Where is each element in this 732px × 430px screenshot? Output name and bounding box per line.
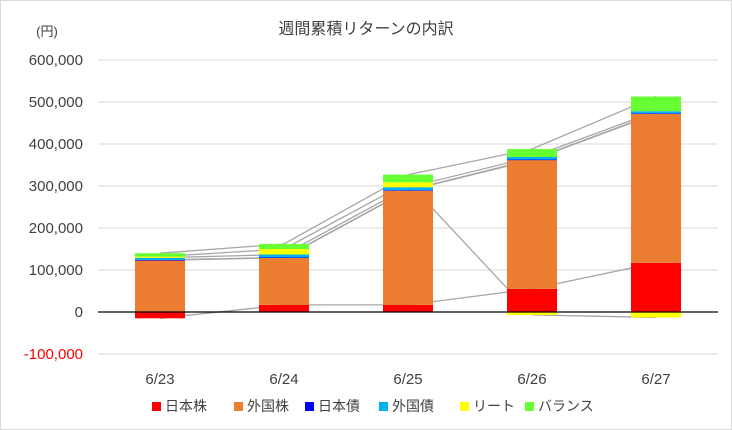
legend-label: 外国株 [247, 398, 289, 414]
y-tick-label: -100,000 [24, 346, 83, 363]
bar-segment [507, 159, 557, 289]
bar-segment [135, 256, 185, 258]
bar-segment [507, 288, 557, 312]
y-axis-ticks: 600,000 500,000 400,000 300,000 200,000 100,0… [24, 52, 83, 363]
bar-segment [259, 257, 309, 305]
bar-segment [383, 304, 433, 312]
legend-item: リート [460, 398, 515, 414]
legend: 日本株 外国株 日本債 外国債 リート バランス [152, 398, 594, 414]
legend-label: バランス [538, 398, 594, 414]
bar-segment [259, 304, 309, 312]
legend-item: 日本債 [305, 398, 360, 414]
bar-segment [507, 159, 557, 161]
bar-segment [135, 257, 185, 260]
bar-segment [135, 260, 185, 312]
bar-segment [259, 249, 309, 255]
legend-swatch [234, 402, 243, 411]
bar-segment [383, 182, 433, 188]
bar-segment [259, 254, 309, 258]
legend-item: 外国債 [379, 398, 434, 414]
x-tick-label: 6/23 [145, 371, 174, 388]
bars [135, 96, 681, 319]
bar-segment [383, 190, 433, 191]
bar-segment [631, 113, 681, 114]
x-tick-label: 6/26 [517, 371, 546, 388]
bar-segment [259, 243, 309, 249]
bar-segment [135, 259, 185, 261]
x-tick-label: 6/27 [641, 371, 670, 388]
legend-label: リート [473, 398, 515, 414]
bar-segment [383, 187, 433, 191]
x-tick-label: 6/25 [393, 371, 422, 388]
bar-segment [631, 111, 681, 114]
legend-item: 外国株 [234, 398, 289, 414]
bar-segment [507, 312, 557, 315]
y-tick-label: 600,000 [29, 52, 83, 69]
bar-segment [631, 262, 681, 312]
legend-label: 日本株 [165, 398, 207, 414]
bar-segment [259, 257, 309, 258]
legend-swatch [152, 402, 161, 411]
legend-item: 日本株 [152, 398, 207, 414]
bar-segment [507, 149, 557, 158]
y-unit-label: (円) [36, 24, 58, 39]
bar-segment [631, 312, 681, 318]
y-tick-label: 0 [75, 304, 83, 321]
bar-segment [631, 113, 681, 263]
bar-segment [383, 174, 433, 183]
bar-segment [383, 190, 433, 305]
bar-segment [135, 253, 185, 257]
x-tick-label: 6/24 [269, 371, 298, 388]
x-axis-ticks: 6/23 6/24 6/25 6/26 6/27 [145, 371, 670, 388]
legend-swatch [305, 402, 314, 411]
legend-swatch [525, 402, 534, 411]
y-tick-label: 100,000 [29, 262, 83, 279]
legend-label: 日本債 [318, 398, 360, 414]
legend-item: バランス [525, 398, 594, 414]
bar-segment [507, 157, 557, 160]
chart-title: 週間累積リターンの内訳 [278, 20, 453, 38]
bar-segment [631, 96, 681, 112]
y-tick-label: 500,000 [29, 94, 83, 111]
legend-swatch [460, 402, 469, 411]
y-tick-label: 300,000 [29, 178, 83, 195]
y-tick-label: 400,000 [29, 136, 83, 153]
legend-label: 外国債 [392, 398, 434, 414]
legend-swatch [379, 402, 388, 411]
y-tick-label: 200,000 [29, 220, 83, 237]
bar-segment [135, 312, 185, 319]
